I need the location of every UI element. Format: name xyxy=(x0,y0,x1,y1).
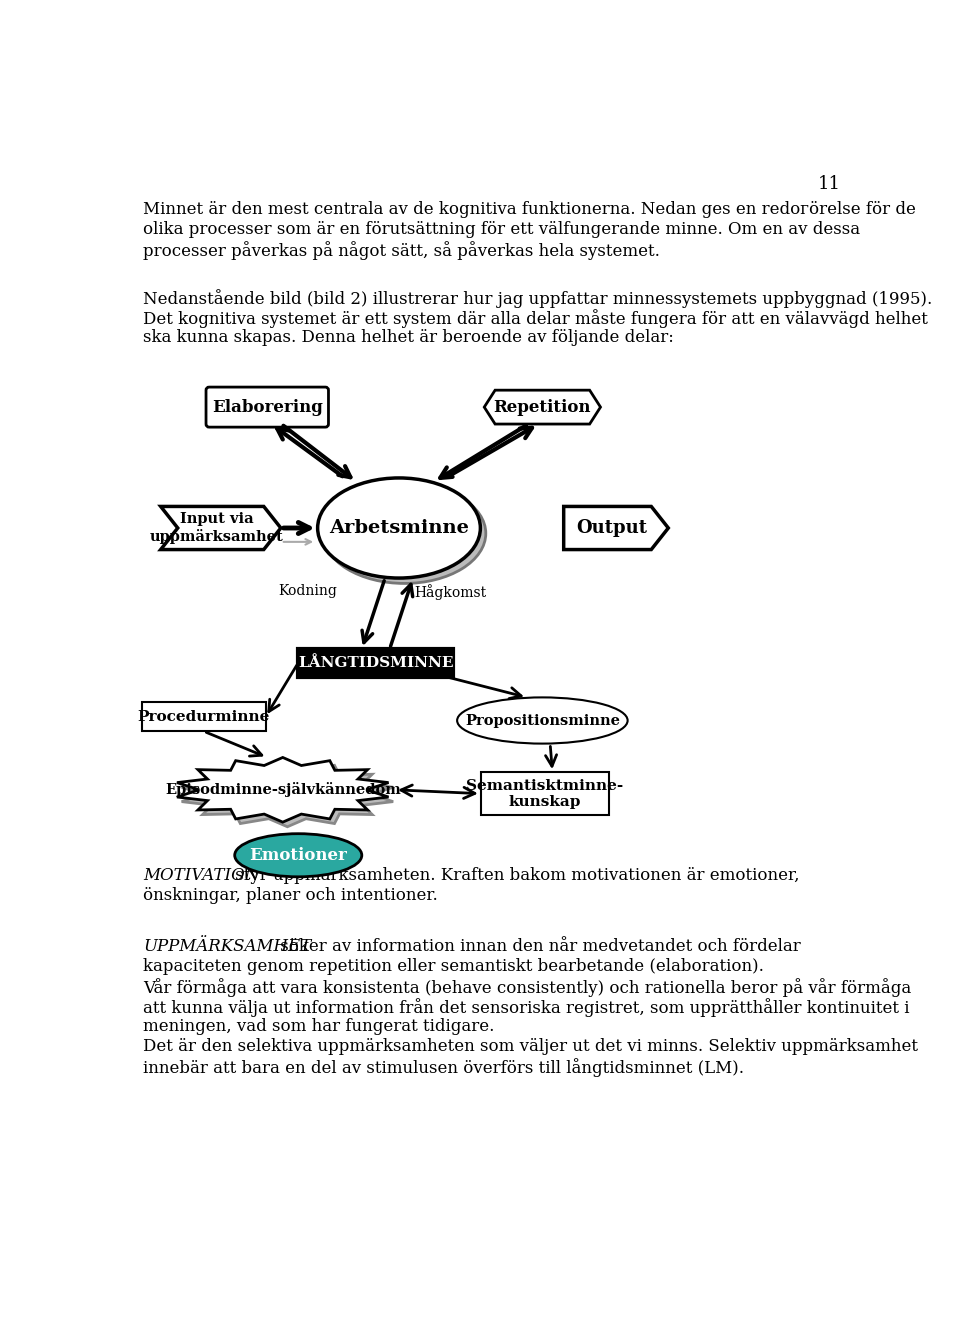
Polygon shape xyxy=(177,758,389,822)
FancyBboxPatch shape xyxy=(481,772,609,816)
Text: Det är den selektiva uppmärksamheten som väljer ut det vi minns. Selektiv uppmär: Det är den selektiva uppmärksamheten som… xyxy=(143,1038,919,1055)
Text: Episodminne-självkännedom: Episodminne-självkännedom xyxy=(165,783,400,797)
Text: MOTIVATION: MOTIVATION xyxy=(143,867,259,884)
Text: styr uppmärksamheten. Kraften bakom motivationen är emotioner,: styr uppmärksamheten. Kraften bakom moti… xyxy=(230,867,800,884)
Text: Vår förmåga att vara konsistenta (behave consistently) och rationella beror på v: Vår förmåga att vara konsistenta (behave… xyxy=(143,978,911,997)
Text: Output: Output xyxy=(576,519,647,537)
Ellipse shape xyxy=(324,483,486,583)
Text: Kodning: Kodning xyxy=(278,585,337,598)
Text: Procedurminne: Procedurminne xyxy=(137,710,270,723)
Text: Repetition: Repetition xyxy=(493,399,591,416)
Text: meningen, vad som har fungerat tidigare.: meningen, vad som har fungerat tidigare. xyxy=(143,1018,494,1035)
Text: Elaborering: Elaborering xyxy=(212,399,323,416)
Text: ska kunna skapas. Denna helhet är beroende av följande delar:: ska kunna skapas. Denna helhet är beroen… xyxy=(143,330,674,346)
Polygon shape xyxy=(564,507,668,549)
Text: Semantisktminne-
kunskap: Semantisktminne- kunskap xyxy=(466,779,623,809)
Text: innebär att bara en del av stimulusen överförs till långtidsminnet (LM).: innebär att bara en del av stimulusen öv… xyxy=(143,1057,744,1077)
Text: Minnet är den mest centrala av de kognitiva funktionerna. Nedan ges en redогörel: Minnet är den mest centrala av de kognit… xyxy=(143,201,916,218)
FancyBboxPatch shape xyxy=(299,649,453,677)
Polygon shape xyxy=(484,391,601,424)
Text: Emotioner: Emotioner xyxy=(250,846,348,863)
Polygon shape xyxy=(160,507,281,549)
Text: önskningar, planer och intentioner.: önskningar, planer och intentioner. xyxy=(143,887,438,904)
Text: Propositionsminne: Propositionsminne xyxy=(465,714,620,727)
Text: Nedanstående bild (bild 2) illustrerar hur jag uppfattar minnessystemets uppbygg: Nedanstående bild (bild 2) illustrerar h… xyxy=(143,289,932,308)
Text: att kunna välja ut information från det sensoriska registret, som upprätthåller : att kunna välja ut information från det … xyxy=(143,998,910,1016)
Text: söker av information innan den når medvetandet och fördelar: söker av information innan den når medve… xyxy=(275,937,801,954)
Text: processer påverkas på något sätt, så påverkas hela systemet.: processer påverkas på något sätt, så påv… xyxy=(143,240,660,260)
Text: UPPMÄRKSAMHET: UPPMÄRKSAMHET xyxy=(143,937,311,954)
Ellipse shape xyxy=(234,834,362,876)
Text: Arbetsminne: Arbetsminne xyxy=(329,519,468,537)
FancyBboxPatch shape xyxy=(142,702,266,731)
Text: 11: 11 xyxy=(818,176,841,193)
Ellipse shape xyxy=(457,697,628,743)
Text: olika processer som är en förutsättning för ett välfungerande minne. Om en av de: olika processer som är en förutsättning … xyxy=(143,220,860,238)
Text: Det kognitiva systemet är ett system där alla delar måste fungera för att en väl: Det kognitiva systemet är ett system där… xyxy=(143,309,928,329)
FancyBboxPatch shape xyxy=(206,387,328,428)
Text: LÅNGTIDSMINNE: LÅNGTIDSMINNE xyxy=(298,656,453,669)
Polygon shape xyxy=(181,762,394,826)
Text: Hågkomst: Hågkomst xyxy=(415,585,487,601)
Text: Input via
uppmärksamhet: Input via uppmärksamhet xyxy=(150,512,283,544)
Text: kapaciteten genom repetition eller semantiskt bearbetande (elaboration).: kapaciteten genom repetition eller seman… xyxy=(143,958,764,974)
Ellipse shape xyxy=(318,478,480,578)
